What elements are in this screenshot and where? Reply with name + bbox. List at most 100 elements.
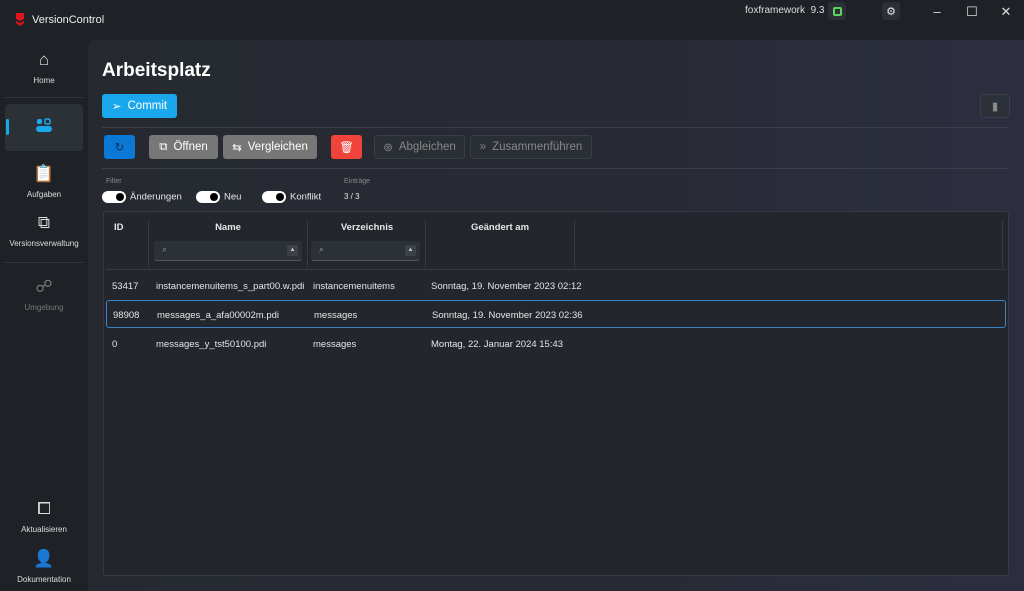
compare-icon: ⇆ (232, 142, 242, 154)
sidebar-item-update[interactable]: ⧠ Aktualisieren (4, 499, 84, 534)
open-external-icon: ⧉ (159, 140, 168, 153)
status-button[interactable] (828, 2, 846, 20)
sync-icon: ⊛ (383, 142, 393, 154)
open-label: Öffnen (173, 141, 208, 153)
toggle-label: Konflikt (290, 191, 322, 203)
cell-modified: Montag, 22. Januar 2024 15:43 (431, 339, 564, 350)
user-help-icon: 👤 (33, 549, 55, 568)
table-row[interactable]: 0 messages_y_tst50100.pdi messages Montag, … (106, 330, 1006, 358)
toggle-switch[interactable] (102, 191, 126, 203)
main-panel: Arbeitsplatz ➢ Commit ▮ ↻ ⧉ Öffnen ⇆ Vergle… (88, 40, 1024, 591)
compare-label: Vergleichen (247, 141, 308, 153)
close-button[interactable]: ✕ (1000, 4, 1012, 19)
toggle-conflict[interactable]: Konflikt (262, 191, 321, 203)
header-name[interactable]: Name (215, 222, 241, 233)
cell-name: instancemenuitems_s_part00.w.pdi (156, 281, 305, 292)
sidebar-item-environment: ☍ Umgebung (4, 277, 84, 312)
maximize-button[interactable]: ☐ (966, 4, 978, 19)
cell-directory: messages (314, 310, 358, 321)
commit-button[interactable]: ➢ Commit (102, 94, 177, 118)
refresh-icon: ↻ (114, 142, 125, 154)
sidebar-item-label: Dokumentation (17, 575, 71, 584)
sidebar-item-label: Umgebung (24, 303, 64, 312)
sidebar-item-label: Aufgaben (26, 190, 62, 199)
clipboard-check-icon: 📋 (33, 164, 55, 183)
framework-version: 9.3 (810, 5, 825, 16)
entries-count: 3 / 3 (344, 192, 360, 201)
cell-directory: instancemenuitems (313, 281, 395, 292)
minimize-button[interactable]: – (933, 4, 941, 19)
header-divider (106, 269, 1006, 270)
document-button[interactable]: ▮ (980, 94, 1010, 118)
open-button[interactable]: ⧉ Öffnen (149, 135, 218, 159)
toggle-label: Neu (224, 191, 242, 203)
sidebar-item-version-control[interactable]: ⧉ Versionsverwaltung (4, 213, 84, 248)
app-logo-icon (16, 13, 24, 26)
sidebar-item-home[interactable]: ⌂ Home (4, 50, 84, 85)
column-separator (307, 220, 308, 268)
toggle-label: Änderungen (130, 191, 182, 203)
column-separator (1002, 220, 1003, 268)
refresh-button[interactable]: ↻ (104, 135, 135, 159)
toggle-changes[interactable]: Änderungen (102, 191, 182, 203)
code-window-icon: ⧉ (37, 213, 51, 232)
sidebar: ⌂ Home 📋 Aufgaben ⧉ Versionsverwaltung ☍ Umg… (0, 40, 88, 591)
double-chevron-icon: » (479, 141, 487, 153)
sync-label: Abgleichen (398, 141, 456, 153)
sidebar-item-workspace[interactable] (5, 104, 83, 151)
table-row[interactable]: 53417 instancemenuitems_s_part00.w.pdi ins… (106, 272, 1006, 300)
search-icon: ⌕ (162, 244, 168, 254)
trash-icon: 🗑 (339, 142, 354, 154)
send-icon: ➢ (111, 101, 122, 113)
header-directory[interactable]: Verzeichnis (340, 222, 394, 233)
divider (102, 127, 1008, 128)
sync-button[interactable]: ⊛ Abgleichen (374, 135, 465, 159)
sidebar-item-tasks[interactable]: 📋 Aufgaben (4, 164, 84, 199)
status-square-icon (832, 6, 842, 16)
search-icon: ⌕ (319, 244, 325, 254)
cell-name: messages_a_afa00002m.pdi (157, 310, 280, 321)
sidebar-item-documentation[interactable]: 👤 Dokumentation (4, 549, 84, 584)
cell-id: 0 (112, 339, 118, 350)
network-icon: ☍ (35, 277, 53, 296)
directory-filter-input[interactable]: ⌕ ▲ (311, 241, 420, 261)
name-filter-input[interactable]: ⌕ ▲ (154, 241, 302, 261)
filter-label: Filter (106, 178, 122, 185)
clear-filter-icon[interactable]: ▲ (287, 245, 298, 256)
title-bar: VersionControl foxframework 9.3 ⚙ – ☐ ✕ (0, 0, 1024, 40)
entries-label: Einträge (344, 178, 371, 185)
column-separator (148, 220, 149, 268)
toggle-switch[interactable] (196, 191, 220, 203)
toggle-new[interactable]: Neu (196, 191, 241, 203)
update-window-icon: ⧠ (37, 499, 51, 518)
table-row[interactable]: 98908 messages_a_afa00002m.pdi messages Son… (106, 300, 1006, 328)
sidebar-item-label: Home (33, 76, 55, 85)
toggle-switch[interactable] (262, 191, 286, 203)
compare-button[interactable]: ⇆ Vergleichen (223, 135, 317, 159)
workspace-icon (36, 118, 52, 132)
app-title: VersionControl (32, 14, 105, 26)
document-icon: ▮ (991, 101, 999, 113)
divider (102, 168, 1008, 169)
clear-filter-icon[interactable]: ▲ (405, 245, 416, 256)
merge-label: Zusammenführen (492, 141, 583, 153)
framework-name: foxframework (745, 5, 806, 16)
cell-modified: Sonntag, 19. November 2023 02:36 (432, 310, 583, 321)
header-id[interactable]: ID (114, 222, 124, 233)
cell-id: 53417 (112, 281, 139, 292)
page-title: Arbeitsplatz (102, 60, 211, 81)
delete-button[interactable]: 🗑 (331, 135, 362, 159)
framework-label: foxframework 9.3 (745, 5, 824, 16)
divider (5, 97, 83, 98)
active-indicator (6, 119, 9, 135)
divider (5, 262, 83, 263)
merge-button[interactable]: » Zusammenführen (470, 135, 592, 159)
file-table: ID Name ⌕ ▲ Verzeichnis ⌕ ▲ Geändert am 53… (103, 211, 1009, 576)
sidebar-item-label: Versionsverwaltung (9, 239, 79, 248)
settings-button[interactable]: ⚙ (882, 2, 900, 20)
cell-directory: messages (313, 339, 357, 350)
commit-label: Commit (127, 100, 168, 112)
header-modified[interactable]: Geändert am (470, 222, 530, 233)
cell-name: messages_y_tst50100.pdi (156, 339, 267, 350)
sidebar-item-label: Aktualisieren (21, 525, 67, 534)
